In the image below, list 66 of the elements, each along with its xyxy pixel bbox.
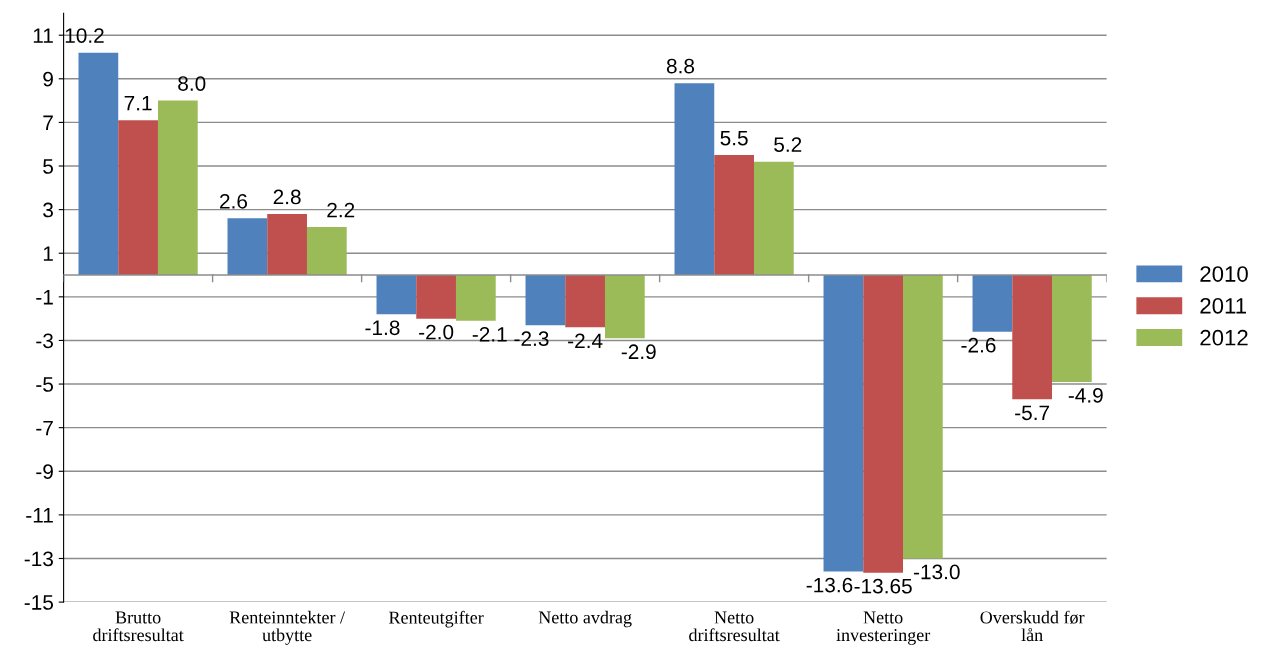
y-tick-label: -7 (36, 420, 53, 436)
x-tick-label: Renteinntekter / utbytte (229, 610, 346, 645)
bar (416, 275, 456, 319)
data-label: -2.6 (961, 337, 996, 353)
bar (753, 161, 794, 276)
y-tick-label: 5 (43, 159, 54, 174)
y-tick-label: -11 (26, 508, 53, 523)
x-tick-label: Renteutgifter (389, 610, 484, 628)
data-label: 8.8 (666, 58, 695, 74)
bar (565, 275, 605, 328)
bar (525, 275, 566, 326)
data-label: 2.2 (327, 202, 355, 218)
bar (972, 275, 1013, 332)
y-tick-label: 3 (43, 202, 53, 218)
bar (118, 120, 158, 276)
bar (227, 218, 268, 276)
data-label: -13.6 (806, 577, 853, 593)
data-label: 2.8 (273, 189, 301, 205)
data-label: 2.6 (220, 193, 248, 209)
bar (455, 275, 496, 321)
bar (157, 100, 198, 276)
bar (306, 227, 347, 276)
y-tick-label: -9 (36, 464, 53, 480)
data-label: -2.9 (621, 344, 656, 360)
y-tick-label: 9 (43, 71, 53, 87)
y-tick-label: 1 (43, 246, 53, 261)
bar (1012, 275, 1052, 400)
x-tick-label: Overskudd før lån (980, 610, 1085, 642)
x-tick-label: Netto avdrag (538, 610, 632, 628)
x-tick-label: Brutto driftsresultat (93, 611, 184, 642)
y-tick-label: -5 (36, 377, 54, 392)
y-tick-label: -13 (24, 551, 53, 567)
bar (823, 275, 864, 572)
data-label: -13.0 (913, 564, 960, 580)
x-tick-label: Netto investeringer (836, 611, 931, 645)
data-label: 7.1 (124, 96, 152, 111)
data-label: 8.0 (178, 76, 206, 91)
data-label: -2.0 (419, 324, 454, 340)
legend-label: 2012 (1200, 329, 1248, 346)
data-label: -2.4 (568, 333, 603, 349)
data-label: -13.65 (854, 578, 912, 594)
data-label: -1.8 (365, 320, 400, 336)
data-label: -5.7 (1015, 405, 1050, 421)
data-label: -4.9 (1068, 387, 1103, 403)
data-label: 5.5 (720, 130, 748, 146)
legend-label: 2010 (1200, 266, 1248, 282)
bar (903, 275, 943, 559)
y-tick-label: -15 (24, 595, 54, 610)
bar (863, 275, 903, 573)
data-label: 5.2 (774, 137, 802, 152)
data-label: 10.2 (65, 28, 104, 43)
bar (376, 275, 417, 315)
data-label: -2.3 (514, 331, 549, 347)
y-tick-label: 11 (33, 28, 53, 43)
y-tick-label: -1 (36, 290, 53, 305)
y-tick-label: 7 (43, 115, 53, 130)
bar (78, 52, 119, 276)
bar (674, 83, 715, 276)
y-tick-label: -3 (36, 333, 53, 349)
bar (267, 213, 307, 276)
x-tick-label: Netto driftsresultat (689, 611, 780, 642)
bar (604, 275, 645, 339)
bar (714, 155, 754, 276)
bar (1052, 275, 1092, 382)
legend-label: 2011 (1200, 297, 1246, 314)
data-label: -2.1 (472, 326, 507, 342)
